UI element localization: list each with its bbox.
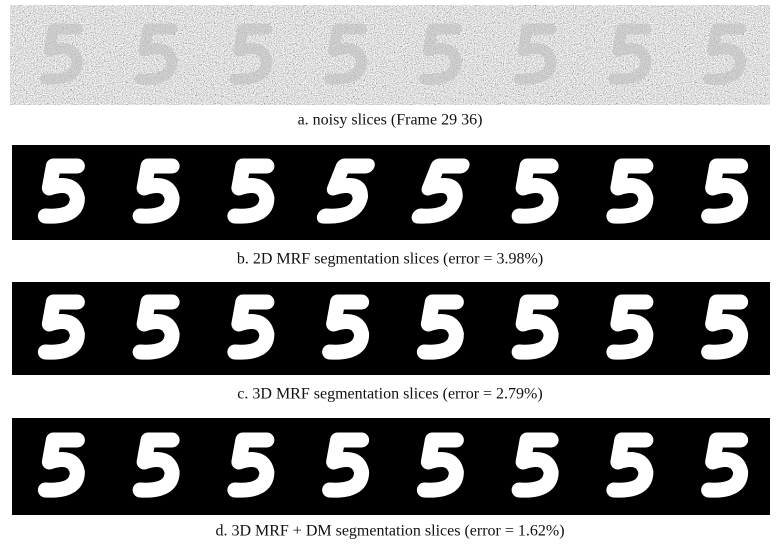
figure-canvas: a. noisy slices (Frame 29 36) b. 2D MRF … bbox=[0, 0, 780, 545]
figure: a. noisy slices (Frame 29 36) b. 2D MRF … bbox=[0, 0, 780, 545]
segmentation-strip bbox=[12, 145, 770, 240]
caption: b. 2D MRF segmentation slices (error = 3… bbox=[237, 251, 543, 268]
segmentation-strip bbox=[12, 282, 770, 375]
segmentation-strip bbox=[12, 418, 770, 515]
noisy-strip bbox=[10, 5, 770, 105]
caption: d. 3D MRF + DM segmentation slices (erro… bbox=[215, 523, 564, 540]
caption: c. 3D MRF segmentation slices (error = 2… bbox=[237, 386, 542, 403]
caption: a. noisy slices (Frame 29 36) bbox=[298, 112, 483, 129]
